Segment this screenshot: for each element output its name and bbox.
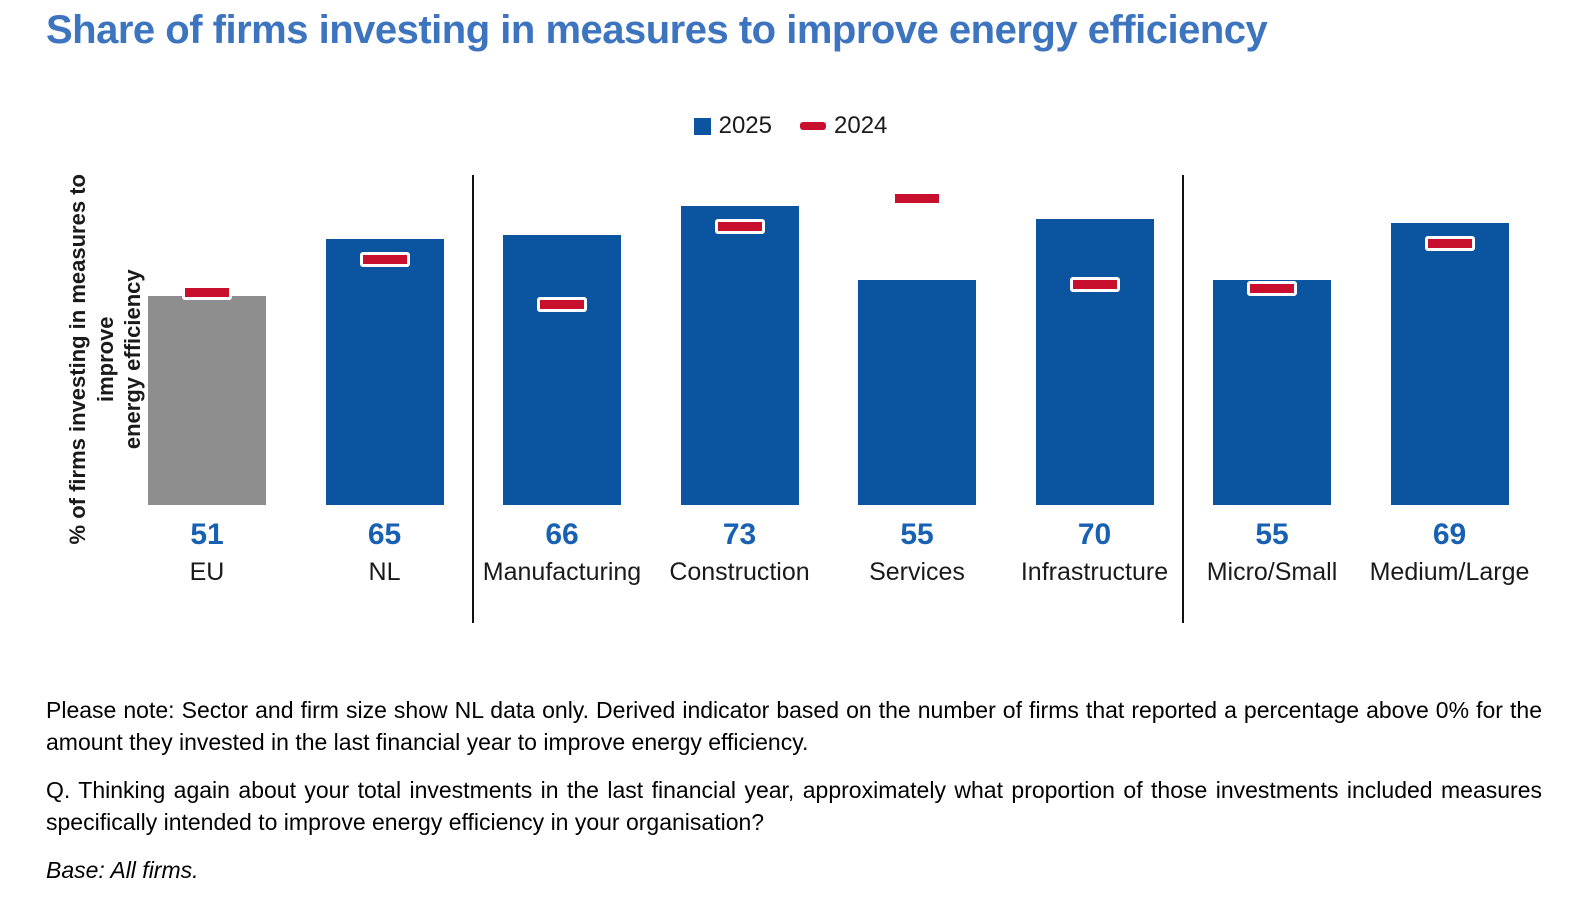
- category-label-eu: EU: [189, 558, 225, 586]
- marker-2024-services: [892, 190, 942, 206]
- bar-2025-infrastructure: [1035, 218, 1154, 505]
- bar-2025-services: [858, 280, 976, 505]
- legend-item-2024: 2024: [800, 112, 887, 140]
- bar-2025-construction: [680, 206, 799, 505]
- marker-2024-manufacturing: [537, 297, 587, 313]
- marker-2024-construction: [714, 219, 765, 235]
- marker-2024-micro-small: [1247, 280, 1297, 296]
- category-label-nl: NL: [368, 558, 401, 586]
- legend-square-icon: [693, 117, 711, 135]
- value-label-construction: 73: [722, 518, 757, 551]
- category-label-manufacturing: Manufacturing: [482, 558, 642, 586]
- chart-legend: 2025 2024: [0, 112, 1581, 140]
- marker-2024-infrastructure: [1069, 276, 1120, 292]
- value-label-services: 55: [900, 518, 934, 551]
- marker-2024-eu: [182, 284, 232, 300]
- category-label-infrastructure: Infrastructure: [1020, 558, 1169, 586]
- page-title: Share of firms investing in measures to …: [46, 8, 1268, 52]
- category-label-micro-small: Micro/Small: [1206, 558, 1338, 586]
- bar-2025-nl: [325, 239, 444, 505]
- legend-dash-icon: [800, 122, 826, 130]
- footnote-base: Base: All firms.: [46, 857, 199, 883]
- bar-2025-medium-large: [1390, 222, 1509, 505]
- footnote-please-note: Please note: Sector and firm size show N…: [46, 697, 1542, 755]
- marker-2024-nl: [359, 252, 410, 268]
- legend-label-2025: 2025: [718, 112, 772, 139]
- footnote-question: Q. Thinking again about your total inves…: [46, 777, 1542, 835]
- bar-2025-eu: [148, 296, 266, 505]
- legend-label-2024: 2024: [834, 112, 888, 139]
- value-label-medium-large: 69: [1432, 518, 1467, 551]
- bar-2025-micro-small: [1213, 280, 1331, 505]
- group-divider-1: [472, 175, 475, 623]
- category-label-medium-large: Medium/Large: [1369, 558, 1530, 586]
- bar-2025-manufacturing: [503, 235, 621, 505]
- category-label-construction: Construction: [669, 558, 810, 586]
- category-label-services: Services: [869, 558, 965, 586]
- legend-item-2025: 2025: [693, 112, 772, 140]
- value-label-manufacturing: 66: [545, 518, 579, 551]
- value-label-infrastructure: 70: [1077, 518, 1112, 551]
- value-label-micro-small: 55: [1255, 518, 1289, 551]
- group-divider-2: [1182, 175, 1185, 623]
- value-label-eu: 51: [190, 518, 224, 551]
- value-label-nl: 65: [367, 518, 402, 551]
- marker-2024-medium-large: [1424, 235, 1475, 251]
